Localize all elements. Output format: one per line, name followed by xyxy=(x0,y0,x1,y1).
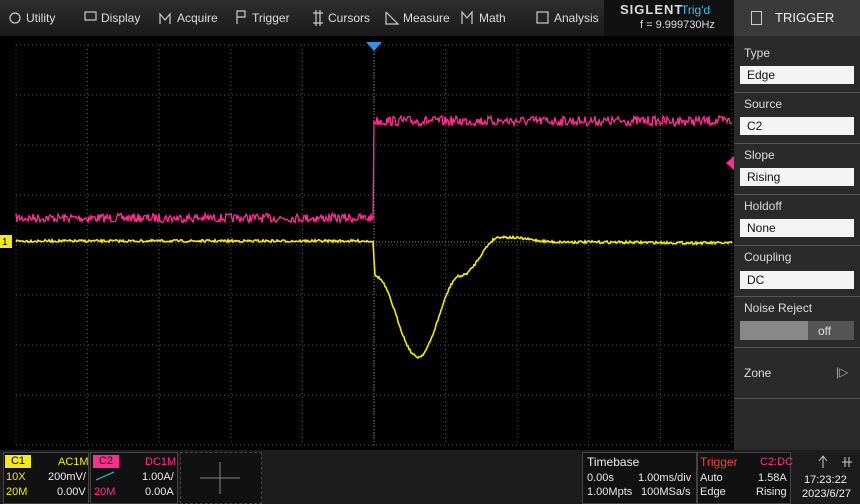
trace-c2 xyxy=(15,114,733,225)
field-value[interactable]: Rising xyxy=(740,168,854,186)
separator xyxy=(734,194,860,195)
menu-item[interactable]: Analysis xyxy=(554,11,599,25)
separator xyxy=(734,296,860,297)
clock-time: 17:23:22 xyxy=(804,474,847,486)
menu-item[interactable]: Display xyxy=(101,11,141,25)
field-label: Holdoff xyxy=(744,199,782,213)
separator xyxy=(734,143,860,144)
scale: 200mV/ xyxy=(48,471,86,483)
trigger-block[interactable] xyxy=(697,452,791,504)
separator xyxy=(734,347,860,348)
menu-bar xyxy=(0,0,604,36)
bandwidth: 20M xyxy=(94,486,116,498)
menu-icons xyxy=(9,10,549,26)
field-label: Noise Reject xyxy=(744,301,813,315)
time-scale: 1.00ms/div xyxy=(638,472,692,484)
status-icons xyxy=(818,455,852,468)
trigger-level-marker xyxy=(726,156,734,170)
brand: SIGLENT xyxy=(620,2,684,17)
panel-header xyxy=(734,0,860,36)
toggle-label: off xyxy=(818,324,832,338)
coupling: AC1M xyxy=(58,456,89,468)
separator xyxy=(734,92,860,93)
trigger-state: Trig'd xyxy=(681,3,711,17)
clock-date: 2023/6/27 xyxy=(802,488,851,500)
probe-icon xyxy=(95,471,115,481)
timebase-title: Timebase xyxy=(587,455,640,469)
trigger-source: C2:DC xyxy=(760,456,794,468)
arrow-icon: |▷ xyxy=(836,365,849,379)
field-label[interactable]: Zone xyxy=(744,366,772,380)
menu-item[interactable]: Measure xyxy=(403,11,450,25)
field-label: Type xyxy=(744,46,771,60)
frequency: f = 9.999730Hz xyxy=(640,19,715,31)
memory-depth: 1.00Mpts xyxy=(587,486,633,498)
toggle-knob xyxy=(740,321,808,340)
trigger-type: Edge xyxy=(700,486,726,498)
menu-item[interactable]: Math xyxy=(479,11,506,25)
trigger-level: 1.58A xyxy=(758,472,787,484)
field-label: Coupling xyxy=(744,250,792,264)
bandwidth: 20M xyxy=(6,486,28,498)
panel-title: TRIGGER xyxy=(775,10,835,25)
field-label: Source xyxy=(744,97,783,111)
channel-ground-marker xyxy=(0,235,12,248)
channel-marker-label: 1 xyxy=(2,237,8,248)
offset: 0.00V xyxy=(57,486,86,498)
menu-item[interactable]: Cursors xyxy=(328,11,371,25)
menu-item[interactable]: Utility xyxy=(26,11,56,25)
field-value[interactable]: DC xyxy=(740,271,854,289)
status-area xyxy=(604,0,734,36)
trigger-position-marker xyxy=(366,42,382,51)
channel-name: C1 xyxy=(5,455,31,468)
trigger-mode: Auto xyxy=(700,472,723,484)
delay: 0.00s xyxy=(587,472,614,484)
panel-icon xyxy=(751,11,762,25)
trigger-title: Trigger xyxy=(700,455,738,469)
field-label: Slope xyxy=(744,148,775,162)
sample-rate: 100MSa/s xyxy=(641,486,691,498)
waveform-area: 1 xyxy=(0,42,734,446)
separator xyxy=(734,398,860,399)
menu-item[interactable]: Acquire xyxy=(177,11,218,25)
timebase-block[interactable] xyxy=(582,452,697,504)
offset: 0.00A xyxy=(145,486,174,498)
field-value[interactable]: C2 xyxy=(740,117,854,135)
trace-c1 xyxy=(15,234,733,359)
scale: 1.00A/ xyxy=(142,471,174,483)
coupling: DC1M xyxy=(145,456,177,468)
menu-item[interactable]: Trigger xyxy=(252,11,290,25)
field-value[interactable]: None xyxy=(740,219,854,237)
channel-name: C2 xyxy=(93,455,119,468)
crosshair xyxy=(200,462,240,494)
separator xyxy=(734,245,860,246)
probe: 10X xyxy=(6,471,26,483)
field-value[interactable]: Edge xyxy=(740,66,854,84)
trigger-slope: Rising xyxy=(756,486,787,498)
